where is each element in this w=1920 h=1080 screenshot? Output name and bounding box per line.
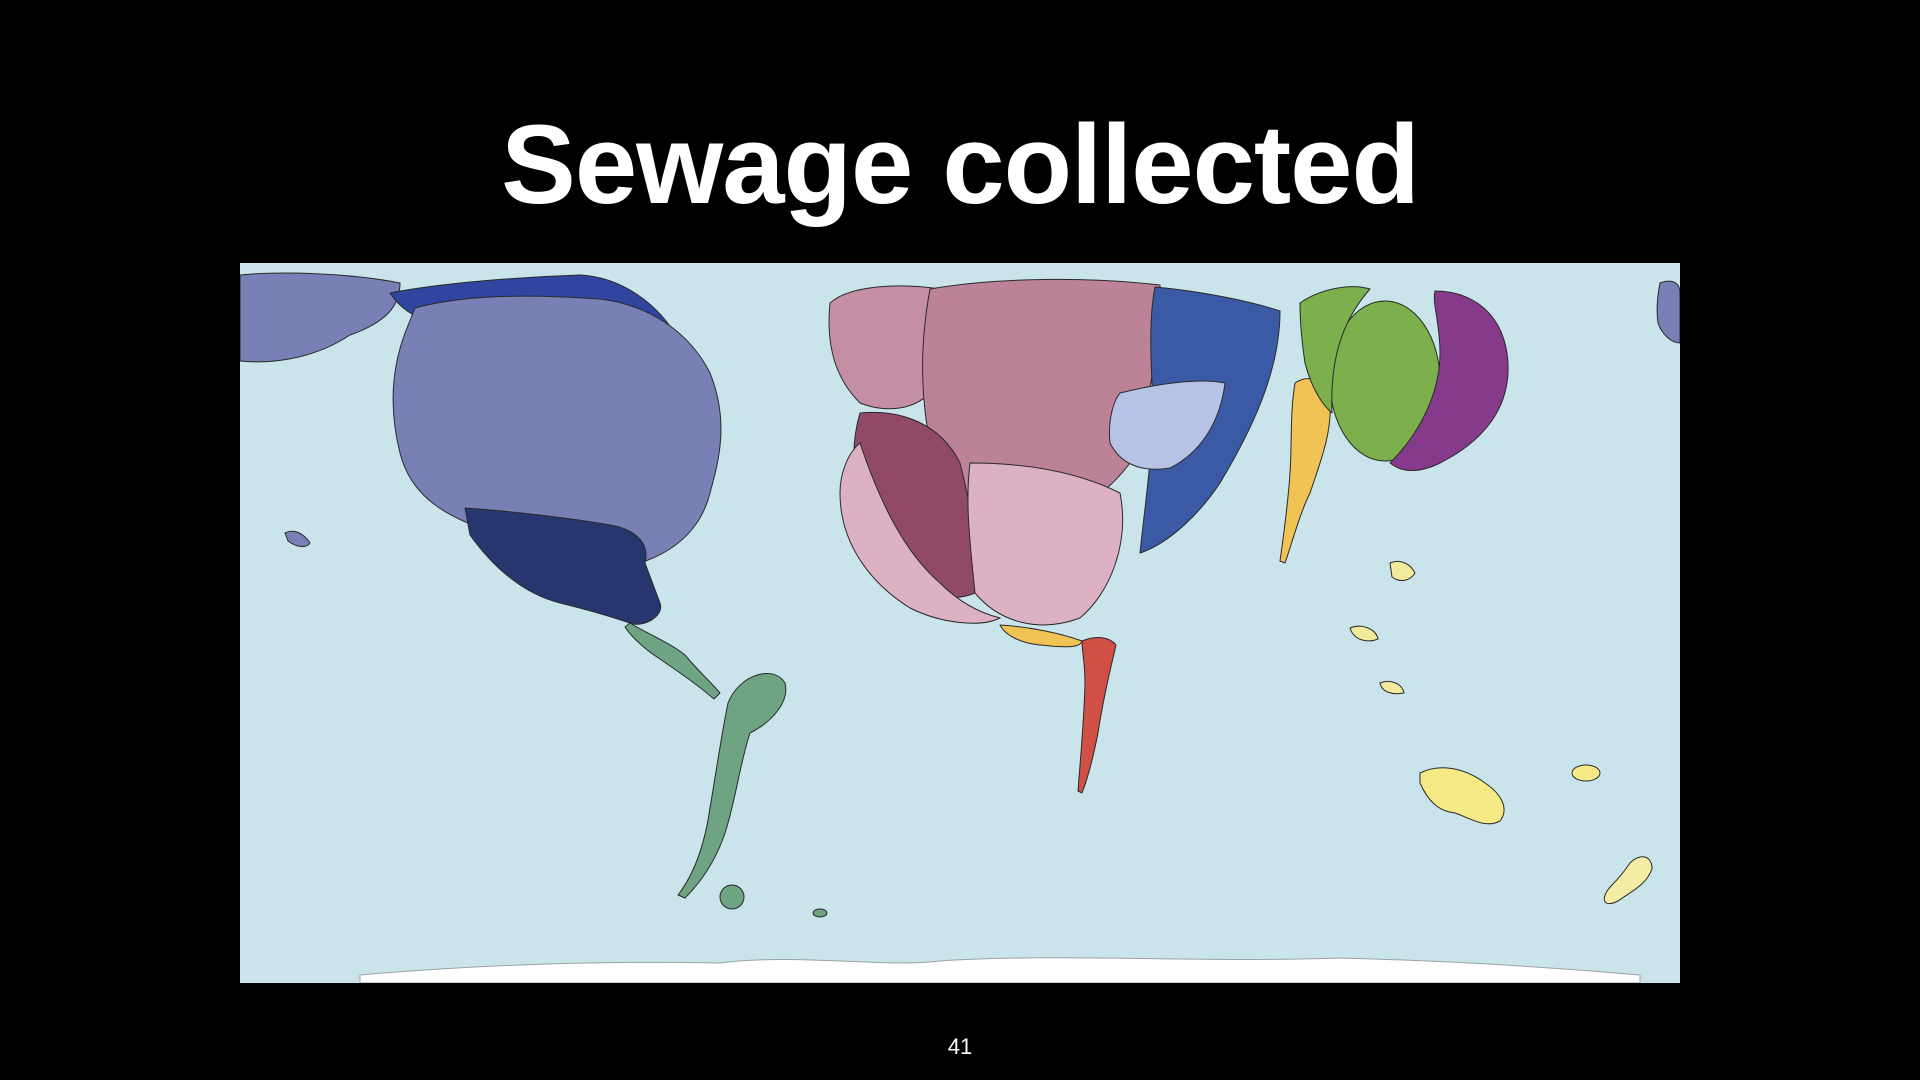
- region-central-pink: [967, 462, 1124, 626]
- region-japan-korea: [1389, 290, 1509, 471]
- slide-title: Sewage collected: [501, 102, 1420, 227]
- region-southeast-asia: [1349, 560, 1416, 695]
- region-mexico: [464, 507, 662, 625]
- world-cartogram: [240, 263, 1680, 983]
- region-russia-light: [1109, 380, 1226, 470]
- region-central-america: [624, 622, 721, 700]
- region-north-america: [392, 295, 722, 569]
- region-china-west: [1299, 286, 1371, 414]
- region-png: [1571, 764, 1601, 782]
- region-hawaii: [284, 530, 311, 548]
- region-alaska: [240, 272, 401, 363]
- region-africa-horn: [999, 624, 1083, 648]
- region-falklands: [719, 884, 745, 910]
- page-number: 41: [947, 1034, 973, 1059]
- region-south-georgia: [812, 908, 828, 918]
- region-africa: [1077, 637, 1117, 794]
- antarctica: [359, 957, 1641, 983]
- region-north-africa: [839, 442, 1001, 624]
- region-new-zealand: [1603, 856, 1653, 905]
- cartogram-svg: [240, 263, 1680, 983]
- region-south-america: [677, 673, 787, 899]
- region-australia: [1419, 767, 1505, 825]
- region-far-east-edge: [1656, 280, 1680, 344]
